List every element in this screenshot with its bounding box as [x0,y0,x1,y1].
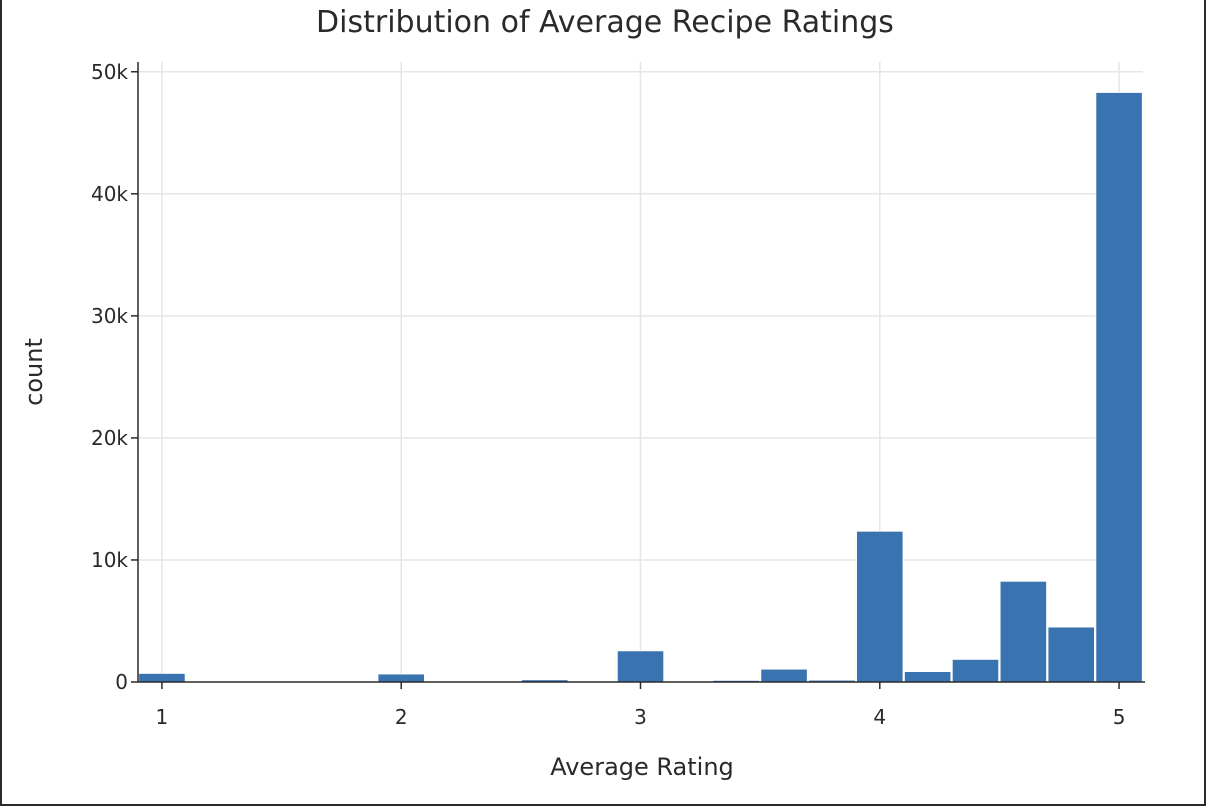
y-tick-label: 40k [91,182,128,206]
histogram-bar [1095,92,1143,683]
y-tick-label: 30k [91,304,128,328]
x-tick-label: 5 [1113,705,1126,729]
histogram-bar [760,668,808,683]
axes [137,62,1145,683]
x-tick-label: 3 [634,705,647,729]
histogram-bar [616,650,665,683]
histogram-bar [904,671,952,683]
y-tick-label: 20k [91,426,128,450]
y-tick-label: 50k [91,60,128,84]
y-tick-label: 10k [91,548,128,572]
histogram-bar [856,530,904,683]
y-axis-title: count [20,338,48,406]
grid-lines [138,62,1143,682]
bars [138,92,1143,683]
x-tick-label: 4 [873,705,886,729]
chart-title: Distribution of Average Recipe Ratings [316,5,894,40]
x-axis-ticks: 1 2 3 4 5 [156,682,1126,729]
histogram-bar [951,659,1000,683]
y-tick-label: 0 [115,670,128,694]
x-axis-title: Average Rating [550,753,734,781]
x-tick-label: 2 [395,705,408,729]
histogram-bar [1047,626,1095,683]
x-tick-label: 1 [156,705,169,729]
histogram-bar [377,673,425,683]
histogram-bar [138,673,186,683]
histogram-bar [999,580,1047,683]
y-axis-ticks: 0 10k 20k 30k 40k 50k [91,60,138,694]
